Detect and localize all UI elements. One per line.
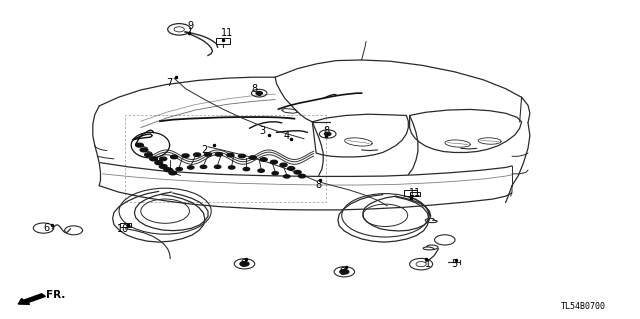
Circle shape xyxy=(260,158,268,161)
Circle shape xyxy=(164,168,172,172)
Circle shape xyxy=(215,152,223,156)
Circle shape xyxy=(145,153,152,157)
Circle shape xyxy=(159,165,167,168)
Text: 8: 8 xyxy=(316,180,322,190)
Circle shape xyxy=(176,167,182,171)
Text: 11: 11 xyxy=(408,188,421,198)
Text: FR.: FR. xyxy=(46,290,65,300)
Circle shape xyxy=(340,270,349,274)
Text: 8: 8 xyxy=(252,84,258,94)
Circle shape xyxy=(205,152,211,156)
Circle shape xyxy=(284,175,290,178)
Text: 10: 10 xyxy=(116,224,129,234)
Text: 11: 11 xyxy=(221,28,234,39)
Text: 4: 4 xyxy=(284,130,290,141)
Circle shape xyxy=(271,160,278,164)
Circle shape xyxy=(200,165,207,168)
FancyArrow shape xyxy=(19,294,45,304)
Text: 5: 5 xyxy=(451,259,458,269)
Circle shape xyxy=(170,155,178,159)
Circle shape xyxy=(193,153,201,157)
Circle shape xyxy=(136,143,143,147)
Text: 7: 7 xyxy=(166,78,173,88)
Text: 1: 1 xyxy=(424,259,431,269)
Circle shape xyxy=(256,92,262,95)
Text: 8: 8 xyxy=(323,126,330,136)
Circle shape xyxy=(214,165,221,168)
Circle shape xyxy=(288,167,294,170)
Circle shape xyxy=(240,262,249,266)
Text: TL54B0700: TL54B0700 xyxy=(561,302,606,311)
Circle shape xyxy=(239,154,246,158)
Circle shape xyxy=(169,171,177,175)
Circle shape xyxy=(140,148,148,152)
Bar xyxy=(216,38,230,44)
Circle shape xyxy=(150,157,157,161)
Text: 9: 9 xyxy=(240,259,246,269)
Circle shape xyxy=(182,154,189,158)
Circle shape xyxy=(155,161,163,165)
Text: 2: 2 xyxy=(202,145,208,155)
Circle shape xyxy=(280,163,287,167)
Circle shape xyxy=(324,132,331,136)
Bar xyxy=(404,190,417,196)
Circle shape xyxy=(228,166,235,169)
Text: 3: 3 xyxy=(259,126,266,136)
Circle shape xyxy=(294,170,301,174)
Circle shape xyxy=(166,168,173,172)
Circle shape xyxy=(272,172,278,175)
Circle shape xyxy=(159,157,166,161)
Circle shape xyxy=(258,169,264,172)
Circle shape xyxy=(188,166,194,169)
Circle shape xyxy=(243,167,250,171)
Bar xyxy=(120,223,131,227)
Circle shape xyxy=(250,156,256,159)
Text: 9: 9 xyxy=(339,267,346,277)
Circle shape xyxy=(298,174,306,178)
Bar xyxy=(410,191,420,196)
Circle shape xyxy=(227,153,234,157)
Text: 9: 9 xyxy=(188,20,194,31)
Text: 6: 6 xyxy=(43,223,49,233)
